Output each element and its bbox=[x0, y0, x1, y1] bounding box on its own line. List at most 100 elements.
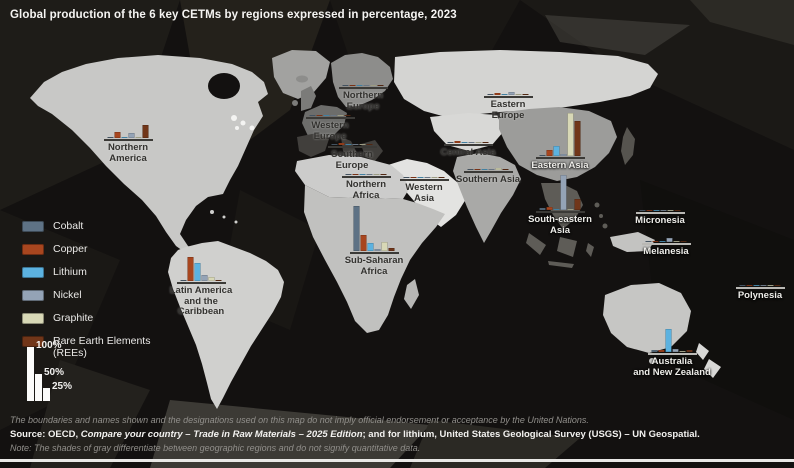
polynesia-copper-bar bbox=[746, 285, 753, 286]
region-label-sub-saharan-africa: Sub-Saharan Africa bbox=[344, 255, 404, 277]
region-label-eastern-europe: Eastern Europe bbox=[490, 99, 526, 121]
bars bbox=[342, 84, 384, 86]
chart-baseline bbox=[535, 157, 585, 159]
northern-africa-copper-bar bbox=[352, 174, 359, 175]
chart-baseline bbox=[463, 171, 513, 173]
western-asia-lithium-bar bbox=[417, 177, 424, 178]
bars bbox=[107, 124, 149, 138]
bars bbox=[639, 210, 681, 211]
source-publication: Compare your country – Trade in Raw Mate… bbox=[80, 429, 363, 440]
southern-asia-cobalt-bar bbox=[467, 169, 474, 170]
southern-asia-graphite-bar bbox=[495, 168, 502, 170]
south-eastern-asia-lithium-bar bbox=[553, 209, 560, 210]
polynesia-lithium-bar bbox=[753, 285, 760, 286]
great-lakes bbox=[231, 115, 255, 131]
chart-baseline bbox=[535, 211, 585, 213]
melanesia-lithium-bar bbox=[659, 241, 666, 242]
map-region-southern-europe bbox=[297, 133, 383, 162]
central-asia-graphite-bar bbox=[475, 142, 482, 143]
chart-baseline bbox=[176, 282, 226, 284]
region-label-northern-europe: Northern Europe bbox=[342, 90, 384, 112]
chart-baseline bbox=[349, 252, 399, 254]
eastern-europe-nickel-bar bbox=[508, 92, 515, 95]
chart-baseline bbox=[103, 139, 153, 141]
ree-swatch bbox=[22, 336, 44, 347]
chart-baseline bbox=[305, 117, 355, 119]
western-europe-cobalt-bar bbox=[309, 115, 316, 116]
western-europe-copper-bar bbox=[316, 114, 323, 116]
map-region-greenland bbox=[272, 50, 330, 99]
southern-europe-graphite-bar bbox=[359, 144, 366, 145]
chart-baseline bbox=[635, 212, 685, 214]
bars bbox=[645, 238, 687, 242]
latin-america-and-the-caribbean-copper-bar bbox=[187, 257, 194, 281]
micronesia-lithium-bar bbox=[653, 210, 660, 211]
western-europe-nickel-bar bbox=[330, 115, 337, 116]
map-region-eastern-europe bbox=[394, 50, 658, 117]
eastern-asia-lithium-bar bbox=[553, 146, 560, 156]
bars bbox=[403, 176, 445, 178]
legend-label-lithium: Lithium bbox=[53, 266, 87, 278]
western-europe-graphite-bar bbox=[337, 115, 344, 116]
map-region-western-europe bbox=[302, 105, 347, 141]
eastern-asia-graphite-bar bbox=[567, 112, 574, 156]
region-label-western-asia: Western Asia bbox=[405, 182, 443, 204]
northern-america-ree-bar bbox=[142, 124, 149, 138]
hudson-bay bbox=[208, 73, 240, 99]
latin-america-and-the-caribbean-lithium-bar bbox=[194, 262, 201, 281]
southern-europe-copper-bar bbox=[338, 143, 345, 145]
northern-africa-nickel-bar bbox=[366, 174, 373, 175]
northern-africa-graphite-bar bbox=[373, 174, 380, 175]
latin-america-and-the-caribbean-cobalt-bar bbox=[180, 280, 187, 281]
southern-europe-lithium-bar bbox=[345, 144, 352, 145]
australia-and-new-zealand-copper-bar bbox=[658, 350, 665, 352]
sub-saharan-africa-nickel-bar bbox=[374, 249, 381, 251]
sub-saharan-africa-copper-bar bbox=[360, 234, 367, 251]
eastern-asia-copper-bar bbox=[546, 150, 553, 156]
australia-and-new-zealand-lithium-bar bbox=[665, 328, 672, 352]
scale-bar-25 bbox=[43, 387, 50, 401]
australia-and-new-zealand-graphite-bar bbox=[679, 351, 686, 352]
bars bbox=[539, 174, 581, 210]
nickel-swatch bbox=[22, 290, 44, 301]
northern-europe-cobalt-bar bbox=[342, 84, 349, 86]
bars bbox=[539, 112, 581, 156]
caribbean-islands bbox=[210, 210, 238, 224]
australia-and-new-zealand-nickel-bar bbox=[672, 349, 679, 352]
legend-label-copper: Copper bbox=[53, 243, 88, 255]
southern-asia-lithium-bar bbox=[481, 169, 488, 170]
region-label-melanesia: Melanesia bbox=[643, 246, 689, 257]
australia-and-new-zealand-cobalt-bar bbox=[651, 350, 658, 352]
northern-africa-lithium-bar bbox=[359, 174, 366, 175]
cobalt-swatch bbox=[22, 221, 44, 232]
south-eastern-asia-copper-bar bbox=[546, 206, 553, 210]
western-asia-copper-bar bbox=[410, 176, 417, 178]
japan bbox=[621, 127, 635, 165]
united-kingdom bbox=[301, 86, 316, 111]
northern-america-cobalt-bar bbox=[107, 136, 114, 138]
eastern-europe-cobalt-bar bbox=[487, 93, 494, 95]
bars bbox=[447, 141, 489, 143]
region-label-polynesia: Polynesia bbox=[737, 290, 783, 301]
polynesia-cobalt-bar bbox=[739, 285, 746, 286]
southern-europe-cobalt-bar bbox=[331, 144, 338, 145]
bars bbox=[353, 205, 395, 251]
sub-saharan-africa-graphite-bar bbox=[381, 241, 388, 251]
lithium-swatch bbox=[22, 267, 44, 278]
south-eastern-asia-ree-bar bbox=[574, 199, 581, 210]
melanesia-nickel-bar bbox=[666, 238, 673, 242]
scale-label-25: 25% bbox=[52, 381, 73, 392]
micronesia-graphite-bar bbox=[667, 210, 674, 211]
bars bbox=[180, 257, 222, 281]
chart-baseline bbox=[327, 146, 377, 148]
micronesia-cobalt-bar bbox=[639, 210, 646, 211]
percentage-scale-legend: 100% 50% 25% bbox=[27, 340, 107, 401]
sub-saharan-africa-cobalt-bar bbox=[353, 205, 360, 251]
eastern-europe-ree-bar bbox=[522, 94, 529, 95]
mineral-legend: Cobalt Copper Lithium Nickel Graphite Rare Ea… bbox=[22, 220, 165, 370]
region-label-latin-america-and-the-caribbean: Latin America and the Caribbean bbox=[169, 285, 233, 317]
copper-swatch bbox=[22, 244, 44, 255]
source-prefix: Source: OECD, bbox=[10, 429, 81, 440]
bars bbox=[739, 285, 781, 286]
